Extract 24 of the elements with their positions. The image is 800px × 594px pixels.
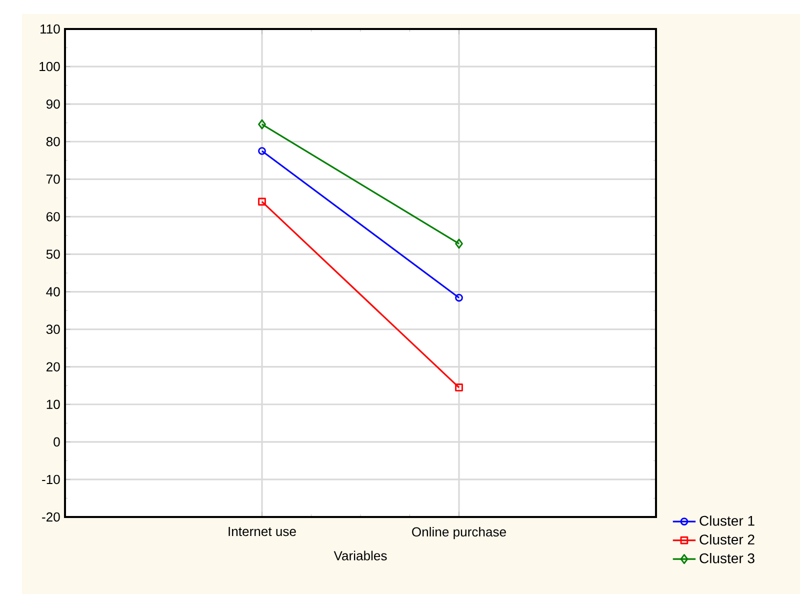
x-tick-label: Internet use: [228, 526, 296, 536]
y-tick-label: 80: [46, 136, 60, 146]
legend-label: Cluster 3: [700, 552, 754, 564]
y-tick-label: 30: [46, 324, 60, 334]
y-tick-label: 60: [46, 212, 60, 222]
y-tick-label: -20: [42, 512, 60, 522]
x-tick-label: Online purchase: [412, 526, 506, 540]
y-tick-label: 70: [46, 174, 60, 184]
y-tick-label: 0: [54, 437, 60, 447]
legend-label: Cluster 1: [700, 515, 754, 526]
y-tick-label: 110: [40, 24, 60, 34]
y-tick-label: -10: [42, 474, 60, 484]
legend-label: Cluster 2: [700, 534, 754, 545]
point: [258, 198, 266, 206]
y-tick-label: 40: [46, 287, 60, 296]
y-tick-label: 50: [46, 250, 60, 259]
point: [258, 119, 266, 130]
y-tick-label: 10: [46, 400, 60, 410]
point: [455, 238, 463, 249]
y-tick-label: 20: [46, 362, 60, 372]
point: [455, 384, 463, 392]
y-tick-label: 90: [46, 99, 60, 109]
y-tick-label: 100: [40, 62, 60, 72]
x-axis-title: Variables: [334, 550, 387, 560]
